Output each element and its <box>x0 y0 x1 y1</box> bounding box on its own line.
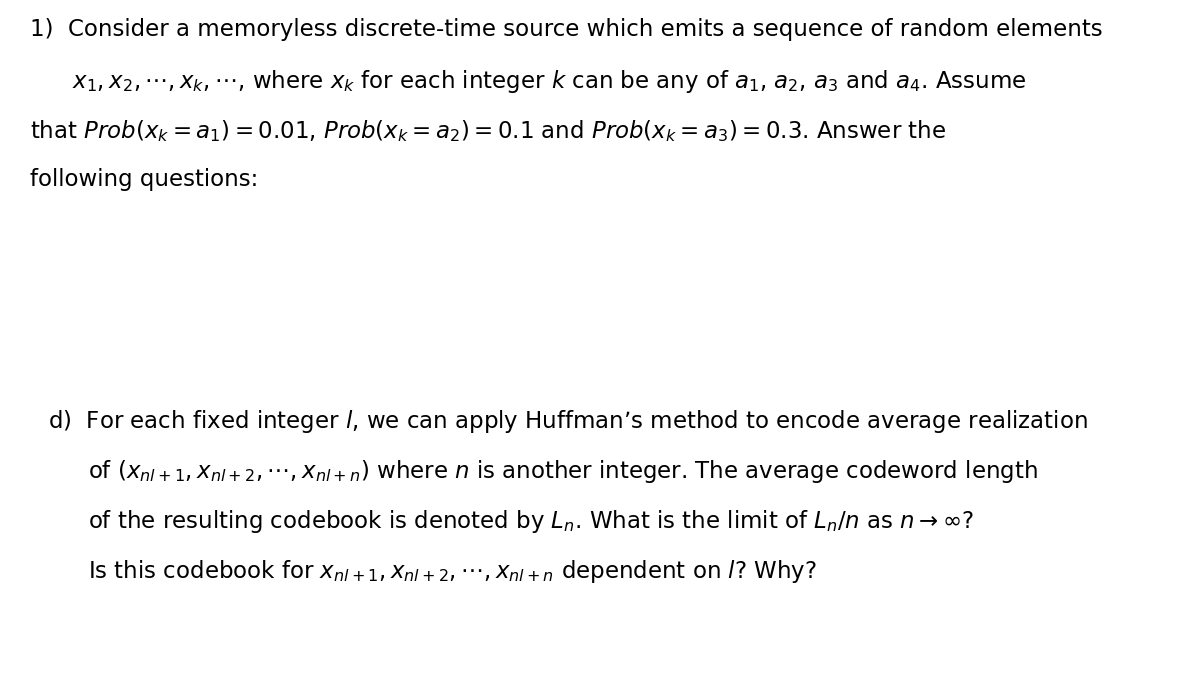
Text: that $\mathit{Prob}(x_k = a_1) = 0.01$, $\mathit{Prob}(x_k = a_2) = 0.1$ and $\m: that $\mathit{Prob}(x_k = a_1) = 0.01$, … <box>30 118 946 144</box>
Text: following questions:: following questions: <box>30 168 258 191</box>
Text: $x_1, x_2, \cdots, x_k, \cdots$, where $x_k$ for each integer $k$ can be any of : $x_1, x_2, \cdots, x_k, \cdots$, where $… <box>72 68 1026 95</box>
Text: Is this codebook for $x_{nl+1}, x_{nl+2}, \cdots, x_{nl+n}$ dependent on $l$? Wh: Is this codebook for $x_{nl+1}, x_{nl+2}… <box>88 558 817 585</box>
Text: of $(x_{nl+1}, x_{nl+2}, \cdots, x_{nl+n})$ where $n$ is another integer. The av: of $(x_{nl+1}, x_{nl+2}, \cdots, x_{nl+n… <box>88 458 1038 485</box>
Text: 1)  Consider a memoryless discrete-time source which emits a sequence of random : 1) Consider a memoryless discrete-time s… <box>30 18 1103 41</box>
Text: of the resulting codebook is denoted by $L_n$. What is the limit of $L_n/n$ as $: of the resulting codebook is denoted by … <box>88 508 974 535</box>
Text: d)  For each fixed integer $l$, we can apply Huffman’s method to encode average : d) For each fixed integer $l$, we can ap… <box>48 408 1087 435</box>
